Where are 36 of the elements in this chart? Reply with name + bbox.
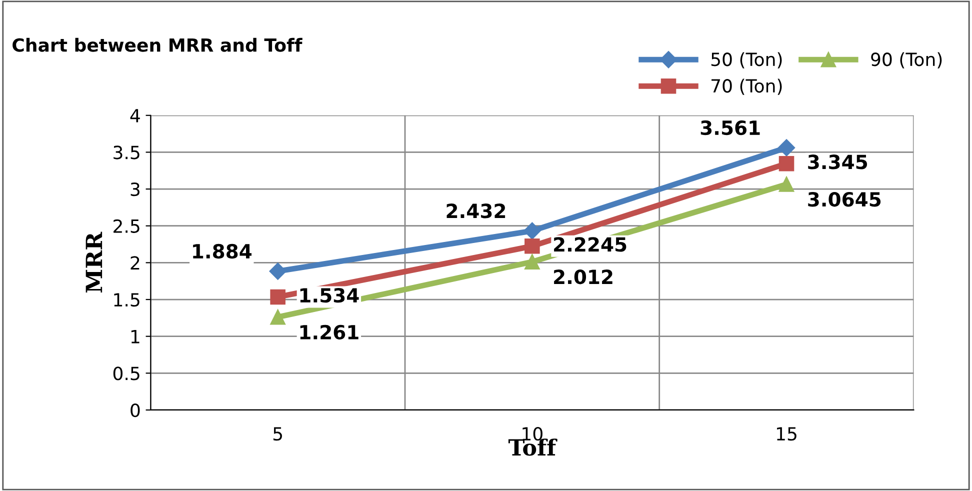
x-tick-label: 5 [273, 427, 282, 441]
y-axis-title: MRR [86, 232, 102, 293]
legend-label: 50 (Ton) [711, 52, 782, 68]
point [778, 176, 794, 192]
data-label: 3.0645 [808, 192, 881, 207]
data-label: 2.432 [446, 204, 506, 218]
y-tick-label: 0 [130, 403, 140, 418]
data-label: 3.561 [700, 120, 760, 136]
y-tick-label: 1.5 [114, 293, 140, 307]
point [778, 139, 796, 156]
data-label: 3.345 [808, 154, 868, 170]
point [524, 254, 540, 270]
x-tick-label: 10 [522, 426, 542, 441]
y-tick-label: 4 [130, 109, 140, 122]
data-label: 1.534 [300, 288, 359, 303]
y-tick-label: 2 [130, 256, 140, 270]
point [778, 156, 794, 172]
data-label: 1.261 [300, 324, 358, 340]
x-tick-label: 15 [777, 427, 796, 441]
point [270, 289, 286, 305]
y-tick-label: 3.5 [114, 146, 140, 160]
chart-title: Chart between MRR and Toff [12, 38, 302, 52]
point [524, 222, 541, 240]
legend-label: 70 (Ton) [712, 78, 782, 95]
y-tick-label: 2.5 [114, 219, 140, 233]
point [269, 262, 286, 280]
y-tick-label: 0.5 [113, 366, 140, 380]
point [270, 309, 286, 325]
legend-label: 90 (Ton) [871, 52, 942, 68]
point [524, 238, 540, 254]
data-label: 1.884 [193, 244, 252, 259]
y-tick-label: 1 [131, 330, 140, 344]
data-label: 2.012 [554, 270, 612, 284]
x-axis-title: Toff [508, 438, 558, 456]
data-label: 2.2245 [554, 237, 626, 252]
y-tick-label: 3 [130, 182, 140, 196]
